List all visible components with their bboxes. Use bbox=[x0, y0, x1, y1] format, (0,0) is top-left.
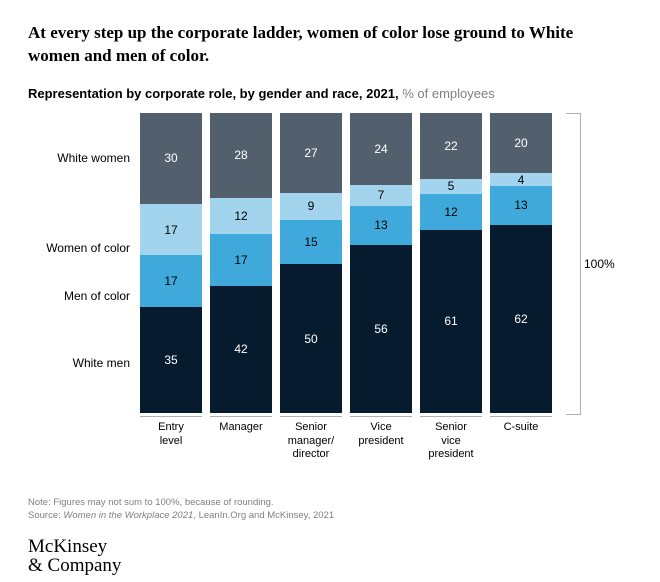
bar-column: 30171735 bbox=[140, 113, 202, 413]
bar-segment-men_of_color: 13 bbox=[350, 206, 412, 245]
category-label: C-suite bbox=[490, 416, 552, 462]
source-line: Source: Women in the Workplace 2021, Lea… bbox=[28, 510, 632, 523]
series-label-white_women: White women bbox=[22, 151, 130, 165]
category-label: Seniormanager/director bbox=[280, 416, 342, 462]
subtitle-main: Representation by corporate role, by gen… bbox=[28, 86, 399, 101]
bar-segment-white_women: 27 bbox=[280, 113, 342, 193]
bar-segment-white_women: 30 bbox=[140, 113, 202, 204]
hundred-percent-label: 100% bbox=[584, 257, 615, 271]
bar-segment-white_men: 35 bbox=[140, 307, 202, 413]
category-label: Seniorvicepresident bbox=[420, 416, 482, 462]
stacked-bars: 3017173528121742279155024713562251261204… bbox=[140, 113, 552, 413]
category-label: Vicepresident bbox=[350, 416, 412, 462]
footnotes: Note: Figures may not sum to 100%, becau… bbox=[28, 497, 632, 523]
bar-column: 2041362 bbox=[490, 113, 552, 413]
bar-segment-white_women: 24 bbox=[350, 113, 412, 185]
series-label-men_of_color: Men of color bbox=[22, 289, 130, 303]
bar-segment-men_of_color: 12 bbox=[420, 194, 482, 230]
bar-segment-white_men: 56 bbox=[350, 245, 412, 413]
bar-segment-women_of_color: 4 bbox=[490, 173, 552, 185]
bar-segment-white_men: 42 bbox=[210, 286, 272, 413]
subtitle-unit: % of employees bbox=[399, 86, 495, 101]
bar-segment-white_women: 28 bbox=[210, 113, 272, 198]
bar-segment-white_men: 61 bbox=[420, 230, 482, 413]
series-axis-labels: White womenWomen of colorMen of colorWhi… bbox=[28, 113, 136, 413]
bar-segment-white_men: 62 bbox=[490, 225, 552, 413]
bar-segment-men_of_color: 15 bbox=[280, 220, 342, 265]
bar-segment-women_of_color: 5 bbox=[420, 179, 482, 194]
source-rest: , LeanIn.Org and McKinsey, 2021 bbox=[193, 510, 334, 521]
chart-area: White womenWomen of colorMen of colorWhi… bbox=[28, 113, 632, 443]
source-title: Women in the Workplace 2021 bbox=[63, 510, 193, 521]
source-prefix: Source: bbox=[28, 510, 63, 521]
bar-segment-women_of_color: 7 bbox=[350, 185, 412, 206]
bar-segment-white_women: 22 bbox=[420, 113, 482, 179]
bar-segment-men_of_color: 13 bbox=[490, 186, 552, 225]
series-label-white_men: White men bbox=[22, 356, 130, 370]
bar-segment-white_men: 50 bbox=[280, 264, 342, 413]
note-line: Note: Figures may not sum to 100%, becau… bbox=[28, 497, 632, 510]
logo-line-1: McKinsey bbox=[28, 537, 632, 557]
series-label-women_of_color: Women of color bbox=[22, 241, 130, 255]
bar-column: 2471356 bbox=[350, 113, 412, 413]
hundred-percent-bracket bbox=[566, 113, 581, 415]
bar-column: 28121742 bbox=[210, 113, 272, 413]
bar-segment-women_of_color: 12 bbox=[210, 198, 272, 234]
bar-segment-men_of_color: 17 bbox=[140, 255, 202, 307]
bar-segment-women_of_color: 9 bbox=[280, 193, 342, 220]
bar-segment-women_of_color: 17 bbox=[140, 204, 202, 256]
chart-subtitle: Representation by corporate role, by gen… bbox=[28, 86, 632, 101]
logo-line-2: & Company bbox=[28, 556, 632, 576]
category-label: Entrylevel bbox=[140, 416, 202, 462]
bar-segment-men_of_color: 17 bbox=[210, 234, 272, 286]
category-label: Manager bbox=[210, 416, 272, 462]
mckinsey-logo: McKinsey & Company bbox=[28, 537, 632, 577]
bar-column: 2251261 bbox=[420, 113, 482, 413]
bar-segment-white_women: 20 bbox=[490, 113, 552, 174]
bar-column: 2791550 bbox=[280, 113, 342, 413]
category-axis-labels: EntrylevelManagerSeniormanager/directorV… bbox=[140, 416, 560, 462]
chart-title: At every step up the corporate ladder, w… bbox=[28, 22, 588, 68]
